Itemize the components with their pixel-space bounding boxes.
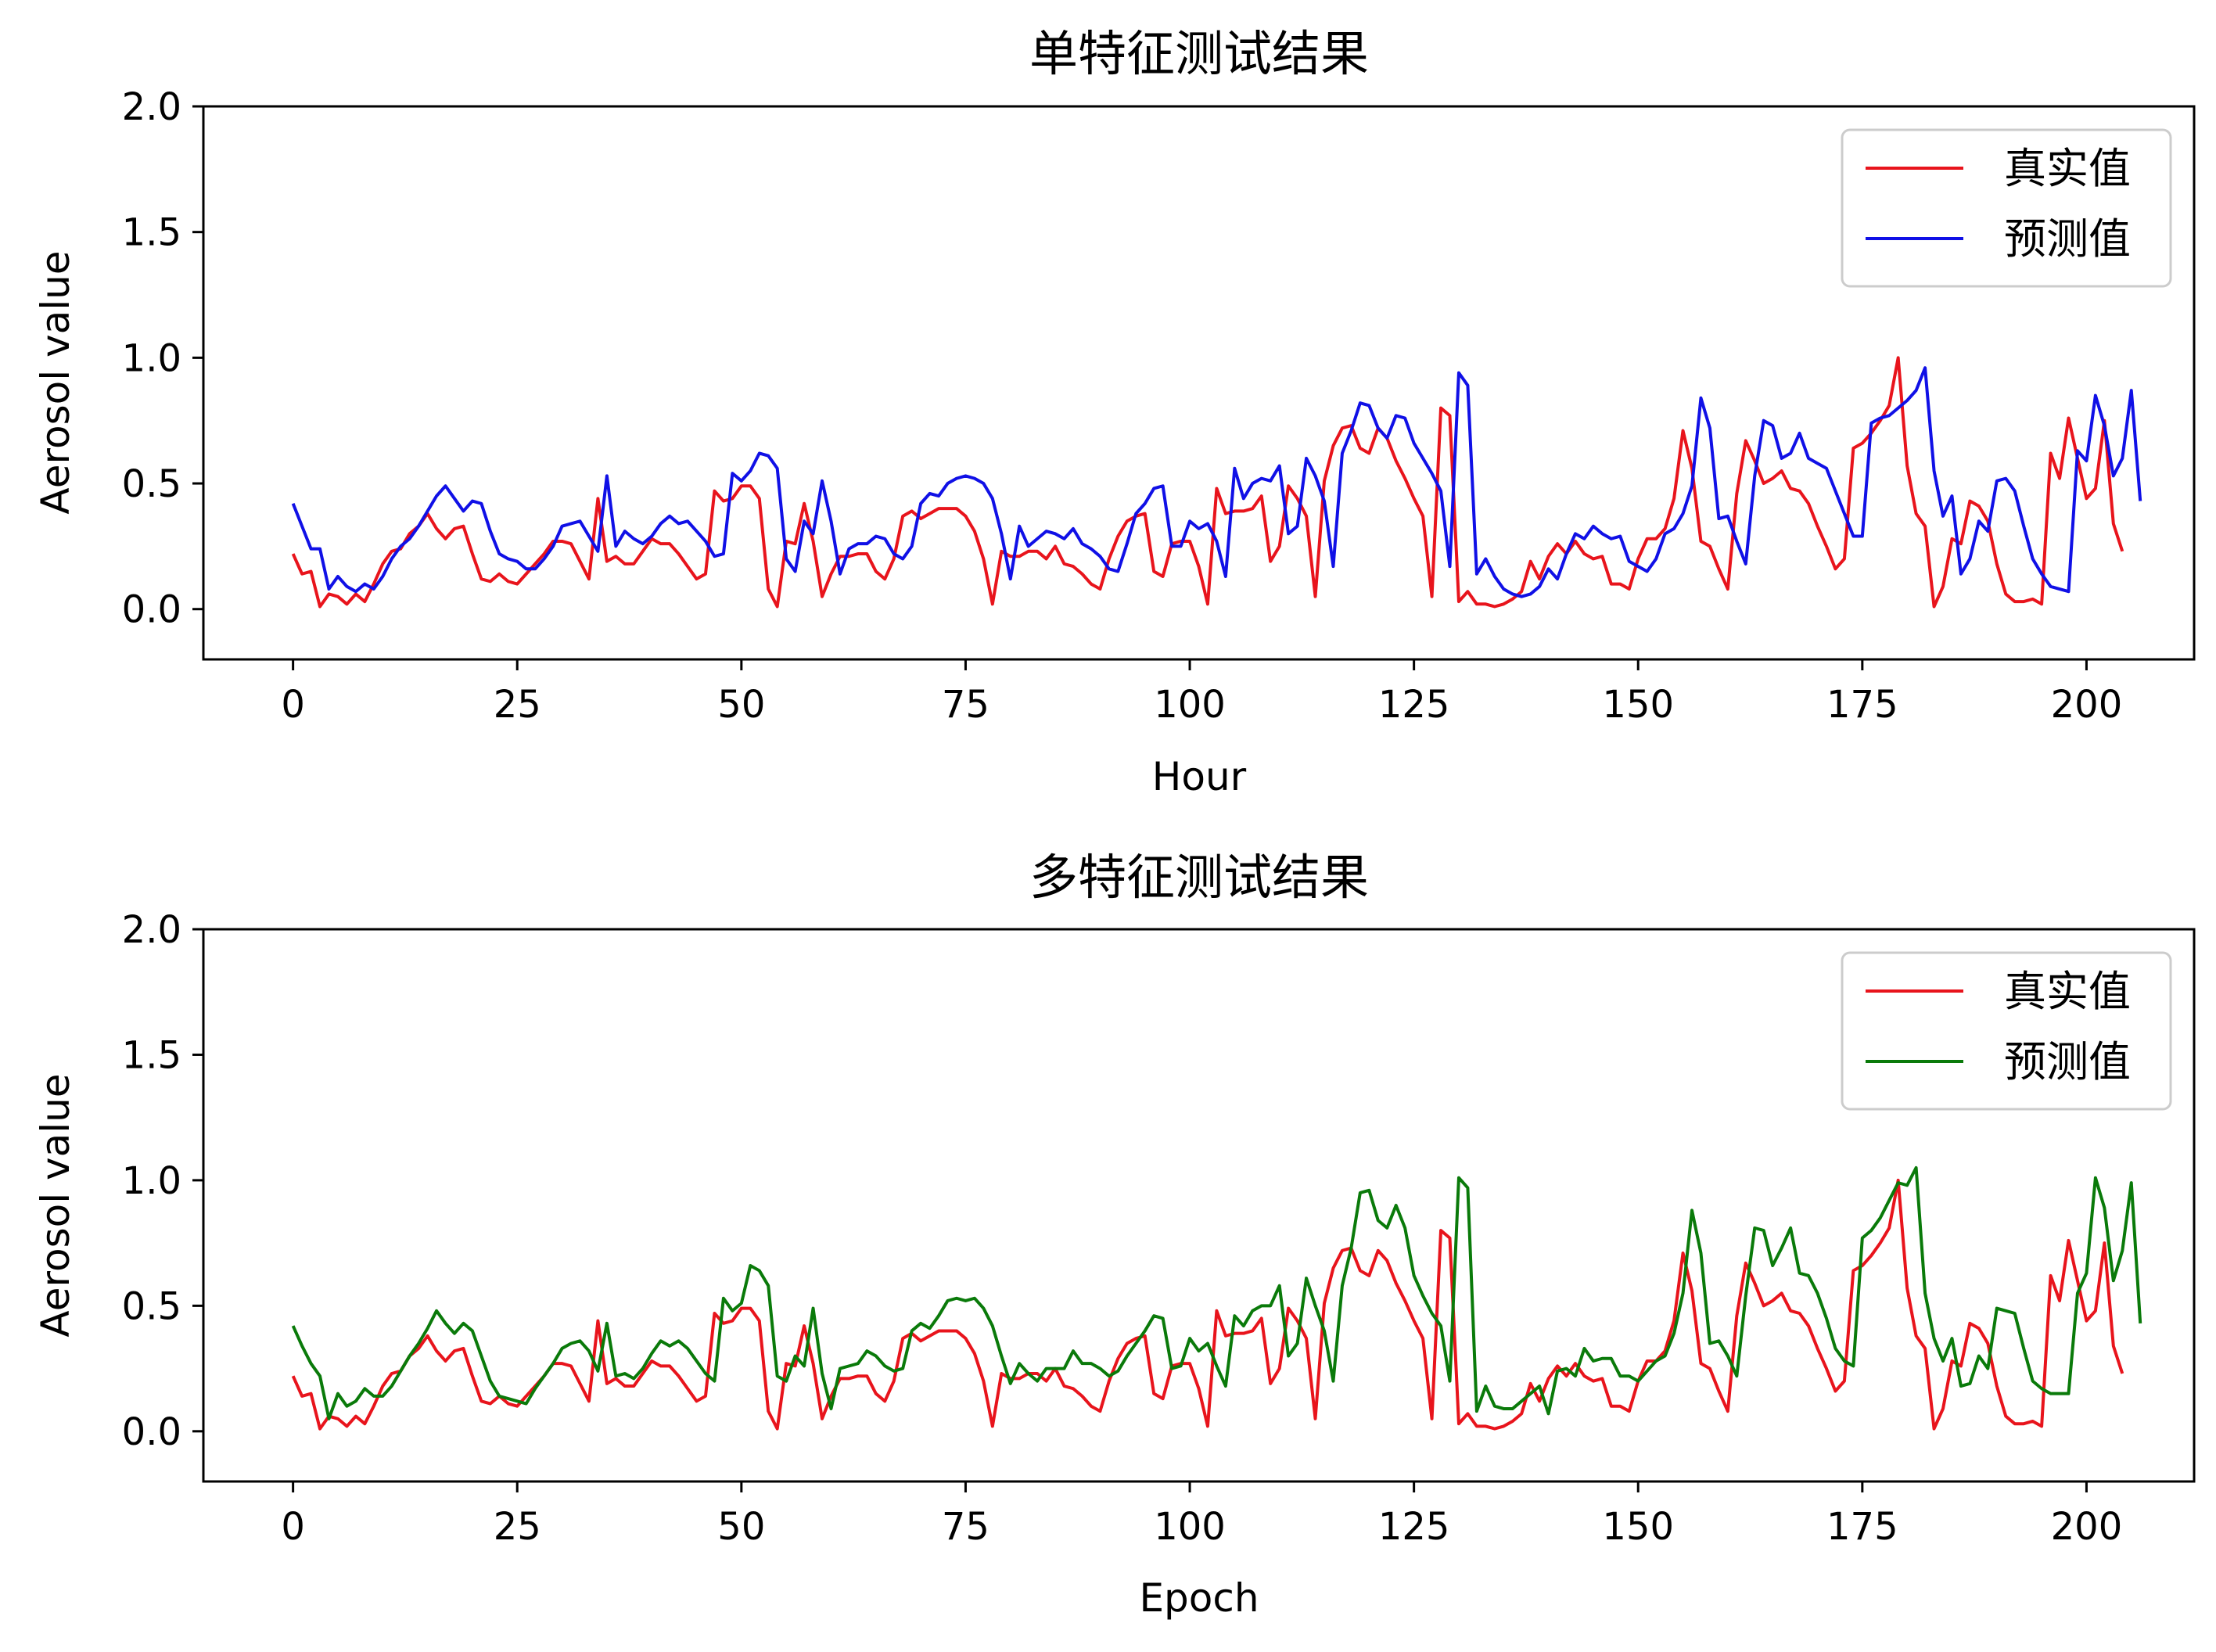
series-line-0 xyxy=(291,1178,2124,1431)
chart-title: 多特征测试结果 xyxy=(1029,849,1369,906)
axes-frame xyxy=(202,928,2196,1483)
x-tick-label: 100 xyxy=(1154,683,1226,727)
x-tick-label: 50 xyxy=(717,683,765,727)
series-lines xyxy=(291,1165,2142,1431)
y-ticks: 0.0 0.5 1.0 1.5 2.0 xyxy=(122,908,203,1454)
series-line-0 xyxy=(291,356,2124,609)
y-tick-label: 1.0 xyxy=(122,336,181,380)
y-axis-label: Aerosol value xyxy=(33,250,78,514)
y-ticks: 0.0 0.5 1.0 1.5 2.0 xyxy=(122,85,203,632)
y-tick-label: 2.0 xyxy=(122,908,181,952)
x-tick-label: 50 xyxy=(717,1505,765,1549)
chart-single-feature: 单特征测试结果 0 25 50 75 100 125 150 175 200 0.0 0.5 1.0… xyxy=(33,25,2196,799)
x-tick-label: 125 xyxy=(1378,683,1450,727)
legend-label-series-1: 预测值 xyxy=(2004,214,2131,264)
x-tick-label: 0 xyxy=(281,1505,305,1549)
axes-frame xyxy=(202,105,2196,661)
y-tick-label: 0.0 xyxy=(122,1410,181,1454)
x-tick-label: 125 xyxy=(1378,1505,1450,1549)
series-line-1 xyxy=(291,366,2142,598)
x-axis-label: Hour xyxy=(1152,754,1247,799)
y-tick-label: 0.5 xyxy=(122,1284,181,1328)
x-tick-label: 175 xyxy=(1826,683,1898,727)
x-tick-label: 200 xyxy=(2051,683,2123,727)
legend-label-series-0: 真实值 xyxy=(2004,144,2131,193)
chart-multi-feature: 多特征测试结果 0 25 50 75 100 125 150 175 200 0.0 0.5 1.0… xyxy=(33,849,2196,1621)
x-axis-label: Epoch xyxy=(1139,1575,1259,1621)
y-tick-label: 1.5 xyxy=(122,1033,181,1077)
series-lines xyxy=(291,356,2142,609)
x-tick-label: 150 xyxy=(1602,1505,1674,1549)
x-tick-label: 0 xyxy=(281,683,305,727)
chart-title: 单特征测试结果 xyxy=(1029,25,1369,82)
x-tick-label: 75 xyxy=(942,683,989,727)
y-tick-label: 2.0 xyxy=(122,85,181,129)
y-tick-label: 1.5 xyxy=(122,211,181,255)
x-tick-label: 200 xyxy=(2051,1505,2123,1549)
x-tick-label: 25 xyxy=(494,1505,541,1549)
x-ticks: 0 25 50 75 100 125 150 175 200 xyxy=(281,659,2122,727)
legend-label-series-1: 预测值 xyxy=(2004,1037,2131,1086)
x-ticks: 0 25 50 75 100 125 150 175 200 xyxy=(281,1481,2122,1549)
x-tick-label: 75 xyxy=(942,1505,989,1549)
legend-label-series-0: 真实值 xyxy=(2004,967,2131,1016)
y-axis-label: Aerosol value xyxy=(33,1073,78,1337)
x-tick-label: 150 xyxy=(1602,683,1674,727)
y-tick-label: 0.5 xyxy=(122,462,181,506)
series-line-1 xyxy=(291,1165,2142,1420)
x-tick-label: 175 xyxy=(1826,1505,1898,1549)
x-tick-label: 25 xyxy=(494,683,541,727)
y-tick-label: 0.0 xyxy=(122,588,181,632)
legend: 真实值 预测值 xyxy=(1841,128,2172,288)
x-tick-label: 100 xyxy=(1154,1505,1226,1549)
y-tick-label: 1.0 xyxy=(122,1159,181,1203)
legend: 真实值 预测值 xyxy=(1841,951,2172,1111)
